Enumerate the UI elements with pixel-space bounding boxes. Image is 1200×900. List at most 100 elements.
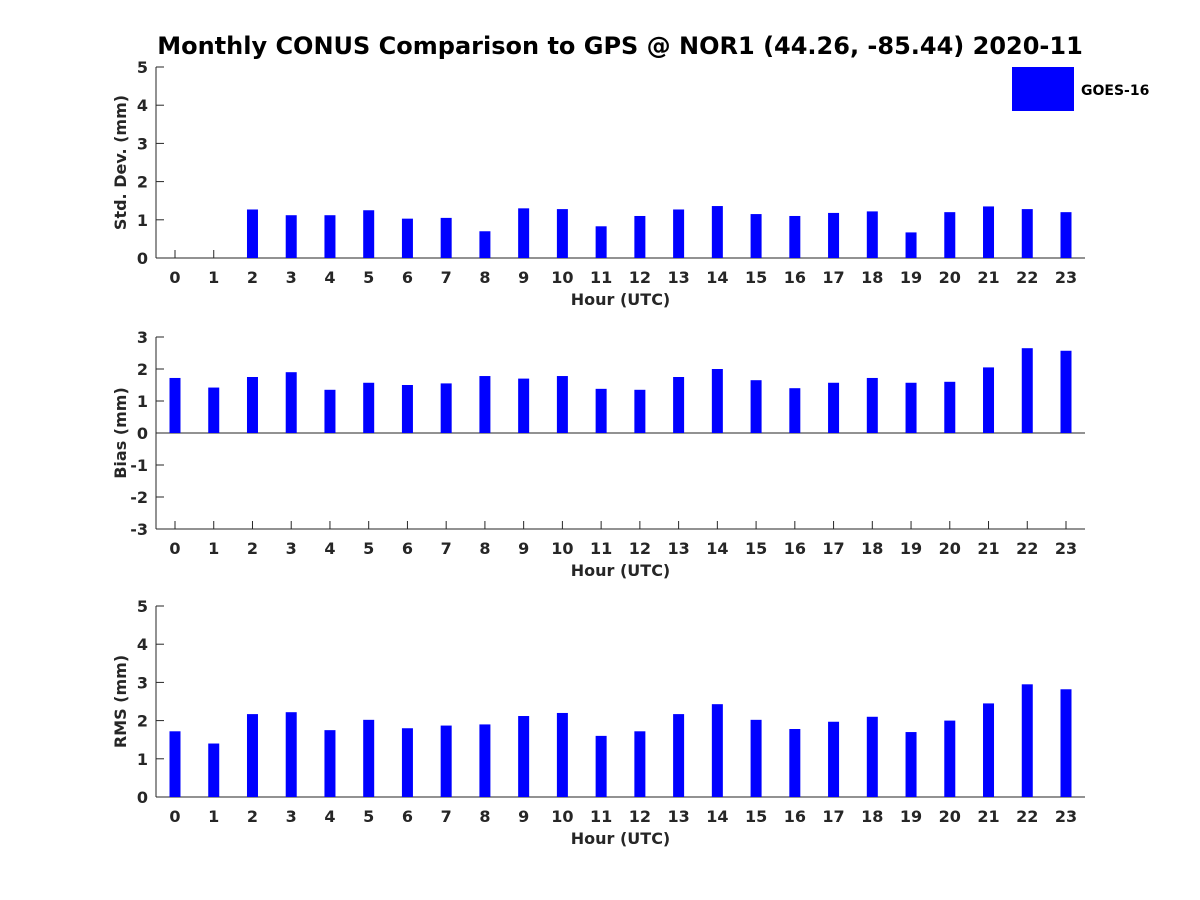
bar [324,730,336,797]
x-tick-label: 4 [324,268,335,287]
x-tick-label: 10 [551,807,573,826]
bar [401,385,413,433]
bar [1060,689,1072,797]
x-tick-label: 10 [551,539,573,558]
bar [634,389,646,433]
bar [944,212,956,258]
bar [905,732,917,797]
x-tick-label: 17 [822,539,844,558]
bar [440,383,452,433]
bar [983,206,995,258]
bar [944,720,956,797]
y-tick-label: 4 [137,96,148,115]
x-tick-label: 8 [479,807,490,826]
x-tick-label: 4 [324,807,335,826]
x-tick-label: 21 [977,268,999,287]
x-tick-label: 1 [208,539,219,558]
y-axis-label: Std. Dev. (mm) [111,95,130,230]
bar [789,215,801,258]
bar [479,231,491,258]
x-axis-label: Hour (UTC) [571,290,671,309]
x-tick-label: 8 [479,268,490,287]
x-tick-label: 16 [784,539,806,558]
x-tick-label: 6 [402,268,413,287]
x-tick-label: 7 [441,807,452,826]
bar [634,731,646,797]
x-tick-label: 18 [861,807,883,826]
x-tick-label: 16 [784,268,806,287]
y-tick-label: -1 [130,456,148,475]
bar [556,376,568,433]
bar [866,716,878,797]
bar [285,372,297,433]
x-tick-label: 12 [629,268,651,287]
bar [789,729,801,797]
x-tick-label: 23 [1055,268,1077,287]
bar [673,209,685,258]
x-tick-label: 6 [402,807,413,826]
bar [1060,350,1072,433]
bar [789,388,801,433]
x-tick-label: 17 [822,807,844,826]
x-tick-label: 1 [208,268,219,287]
x-tick-label: 15 [745,539,767,558]
bar [246,377,258,433]
bar [401,218,413,258]
x-tick-label: 19 [900,268,922,287]
x-tick-label: 11 [590,807,612,826]
y-tick-label: 0 [137,424,148,443]
bar [246,714,258,797]
x-axis-label: Hour (UTC) [571,829,671,848]
y-tick-label: 1 [137,211,148,230]
legend-label: GOES-16 [1081,83,1149,99]
bar [711,704,723,797]
y-tick-label: -3 [130,520,148,539]
x-tick-label: 23 [1055,807,1077,826]
bar [1021,209,1033,258]
x-tick-label: 17 [822,268,844,287]
x-tick-label: 13 [667,268,689,287]
bar [208,387,220,433]
x-tick-label: 5 [363,268,374,287]
bar [440,725,452,797]
bar [595,388,607,433]
x-tick-label: 6 [402,539,413,558]
x-tick-label: 21 [977,807,999,826]
bar [595,226,607,258]
bar [866,377,878,433]
bar [1060,212,1072,258]
bar [208,743,220,797]
bar [169,731,181,797]
x-tick-label: 15 [745,807,767,826]
bar [944,381,956,433]
bar [750,719,762,797]
x-tick-label: 19 [900,807,922,826]
x-tick-label: 9 [518,539,529,558]
y-tick-label: 4 [137,635,148,654]
y-tick-label: 3 [137,673,148,692]
y-axis-label: RMS (mm) [111,655,130,748]
bar [711,206,723,258]
x-tick-label: 3 [286,268,297,287]
y-tick-label: 0 [137,249,148,268]
x-tick-label: 0 [169,268,180,287]
bar [556,209,568,258]
x-tick-label: 11 [590,268,612,287]
y-tick-label: 1 [137,392,148,411]
y-axis-label: Bias (mm) [111,387,130,479]
y-tick-label: 5 [137,597,148,616]
x-tick-label: 11 [590,539,612,558]
y-tick-label: 2 [137,712,148,731]
x-tick-label: 14 [706,807,728,826]
x-tick-label: 5 [363,539,374,558]
bar [905,232,917,258]
bar [401,728,413,797]
bar [324,215,336,258]
bar [363,382,375,433]
y-tick-label: 3 [137,328,148,347]
bar [518,716,530,797]
bar [479,724,491,797]
y-tick-label: 2 [137,173,148,192]
x-tick-label: 0 [169,807,180,826]
